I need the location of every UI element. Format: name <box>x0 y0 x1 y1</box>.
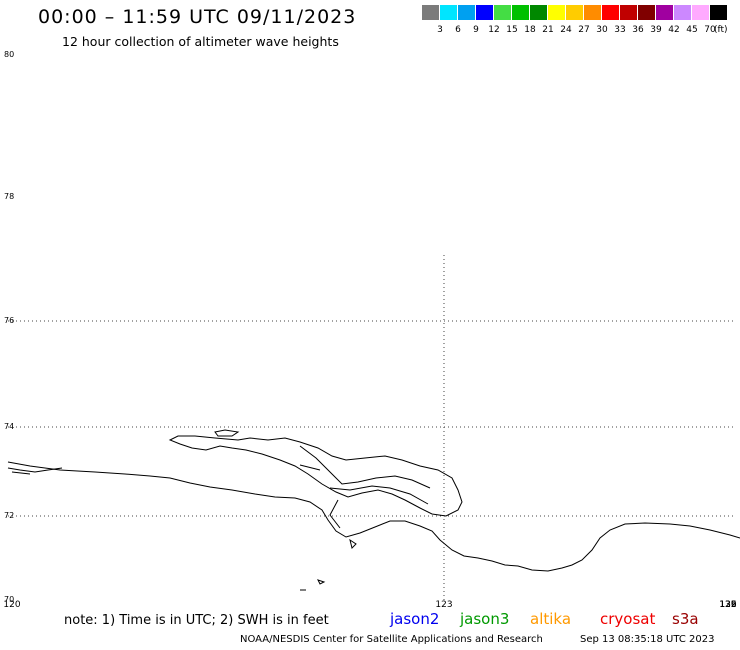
legend-swatch <box>530 5 547 20</box>
legend-label: 45 <box>686 25 698 35</box>
footer-note: note: 1) Time is in UTC; 2) SWH is in fe… <box>64 613 329 628</box>
satellite-cryosat: cryosat <box>600 610 656 628</box>
legend-swatch <box>674 5 691 20</box>
legend-swatch <box>440 5 457 20</box>
legend-swatch <box>566 5 583 20</box>
legend-unit: (ft) <box>714 25 728 35</box>
satellite-jason2: jason2 <box>390 610 440 628</box>
legend-label: 70 <box>704 25 716 35</box>
legend-swatch <box>710 5 727 20</box>
satellite-altika: altika <box>530 610 572 628</box>
legend-swatch <box>422 5 439 20</box>
legend-swatch <box>584 5 601 20</box>
longitude-label: 132 <box>719 600 737 610</box>
legend-label: 9 <box>473 25 479 35</box>
latitude-label: 76 <box>4 316 15 325</box>
legend-label: 24 <box>560 25 572 35</box>
legend-swatch <box>494 5 511 20</box>
legend-swatch <box>476 5 493 20</box>
legend-swatch <box>656 5 673 20</box>
coastline-delta <box>168 435 463 517</box>
latitude-label: 70 <box>4 595 15 604</box>
satellite-s3a: s3a <box>672 610 699 628</box>
legend-swatch <box>638 5 655 20</box>
legend-swatch <box>692 5 709 20</box>
legend-label: 18 <box>524 25 536 35</box>
legend-label: 30 <box>596 25 608 35</box>
legend-label: 39 <box>650 25 662 35</box>
latitude-label: 78 <box>4 192 15 201</box>
legend-label: 3 <box>437 25 443 35</box>
legend-swatch <box>548 5 565 20</box>
latitude-label: 74 <box>4 422 15 431</box>
graticule <box>8 255 736 600</box>
legend-label: 33 <box>614 25 626 35</box>
legend-swatch <box>512 5 529 20</box>
coastline <box>7 429 740 591</box>
coastline-west <box>7 467 63 475</box>
satellite-jason3: jason3 <box>460 610 510 628</box>
legend-label: 21 <box>542 25 554 35</box>
legend-label: 27 <box>578 25 590 35</box>
longitude-label: 123 <box>435 600 453 610</box>
longitude-label: 120 <box>3 600 21 610</box>
map-title: 00:00 – 11:59 UTC 09/11/2023 <box>38 6 357 28</box>
legend-label: 6 <box>455 25 461 35</box>
longitude-label: 129 <box>719 600 737 610</box>
legend-swatch <box>602 5 619 20</box>
legend-label: 42 <box>668 25 680 35</box>
coastline-islands <box>214 429 357 591</box>
legend-label: 36 <box>632 25 644 35</box>
credit-line: NOAA/NESDIS Center for Satellite Applica… <box>240 634 543 645</box>
latitude-label: 80 <box>4 50 15 59</box>
coastline-channels <box>299 445 431 529</box>
map-subtitle: 12 hour collection of altimeter wave hei… <box>62 34 339 49</box>
longitude-label: 135 <box>719 600 737 610</box>
longitude-label: 126 <box>719 600 737 610</box>
legend-label: 12 <box>488 25 500 35</box>
legend-swatch <box>620 5 637 20</box>
legend-swatch <box>458 5 475 20</box>
coastline-main <box>7 461 740 572</box>
legend-label: 15 <box>506 25 518 35</box>
timestamp: Sep 13 08:35:18 UTC 2023 <box>580 634 715 645</box>
latitude-label: 72 <box>4 511 15 520</box>
